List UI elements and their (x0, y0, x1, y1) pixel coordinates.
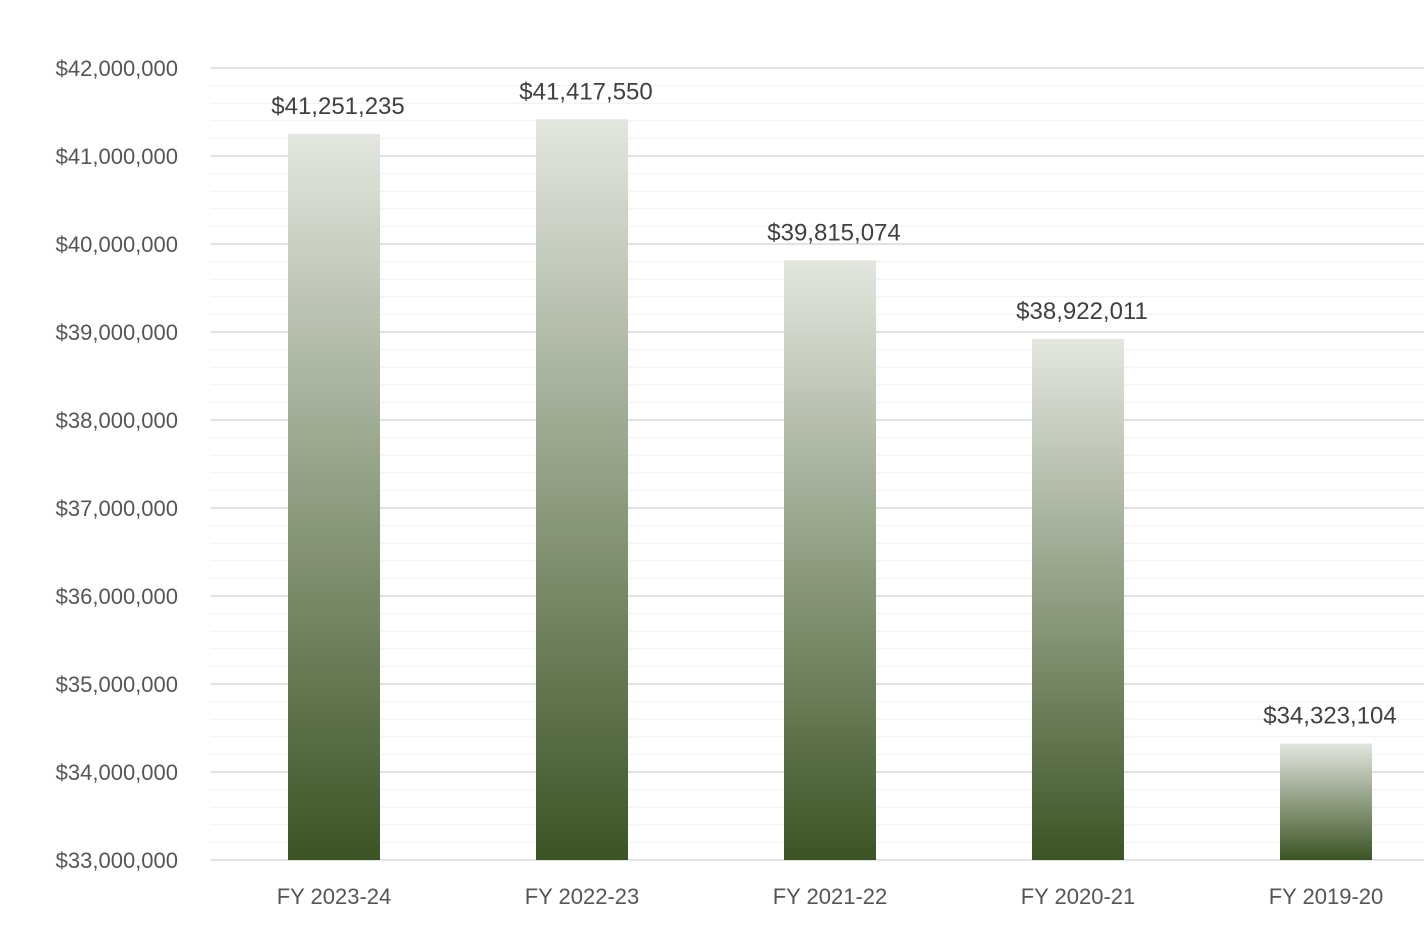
data-labels: $41,251,235 $41,417,550 $39,815,074 $38,922… (271, 78, 1396, 729)
y-tick-label: $33,000,000 (56, 848, 178, 873)
bar-fy-2022-23 (536, 119, 628, 860)
data-label: $41,417,550 (519, 78, 652, 105)
bar-fy-2020-21 (1032, 338, 1124, 860)
y-tick-label: $34,000,000 (56, 760, 178, 785)
y-tick-label: $39,000,000 (56, 320, 178, 345)
bar-fy-2021-22 (784, 260, 876, 860)
x-category-label: FY 2023-24 (277, 884, 392, 909)
x-category-label: FY 2021-22 (773, 884, 888, 909)
y-tick-label: $37,000,000 (56, 496, 178, 521)
y-axis-tick-labels: $33,000,000 $34,000,000 $35,000,000 $36,000… (56, 56, 178, 873)
x-axis-category-labels: FY 2023-24 FY 2022-23 FY 2021-22 FY 2020-21… (277, 884, 1384, 909)
x-category-label: FY 2022-23 (525, 884, 640, 909)
bar-fy-2023-24 (288, 133, 380, 860)
y-tick-label: $38,000,000 (56, 408, 178, 433)
data-label: $41,251,235 (271, 93, 404, 120)
data-label: $34,323,104 (1263, 703, 1396, 730)
bars (288, 119, 1372, 860)
y-tick-label: $35,000,000 (56, 672, 178, 697)
x-category-label: FY 2020-21 (1021, 884, 1136, 909)
y-tick-label: $41,000,000 (56, 144, 178, 169)
y-tick-label: $40,000,000 (56, 232, 178, 257)
data-label: $38,922,011 (1016, 298, 1148, 325)
y-tick-label: $36,000,000 (56, 584, 178, 609)
y-tick-label: $42,000,000 (56, 56, 178, 81)
x-category-label: FY 2019-20 (1269, 884, 1384, 909)
data-label: $39,815,074 (767, 219, 900, 246)
bar-fy-2019-20 (1280, 743, 1372, 860)
